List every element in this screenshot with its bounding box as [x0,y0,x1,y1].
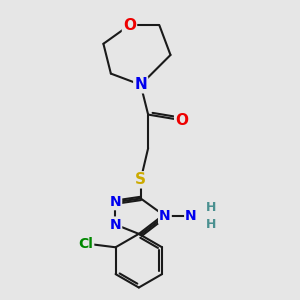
Text: N: N [110,218,121,232]
Text: N: N [110,195,121,209]
Text: N: N [159,209,171,223]
Text: N: N [134,77,147,92]
Text: S: S [135,172,146,187]
Text: H: H [206,200,217,214]
Text: N: N [185,209,197,223]
Text: H: H [206,218,217,231]
Text: O: O [175,113,188,128]
Text: Cl: Cl [78,237,93,250]
Text: O: O [123,18,136,33]
